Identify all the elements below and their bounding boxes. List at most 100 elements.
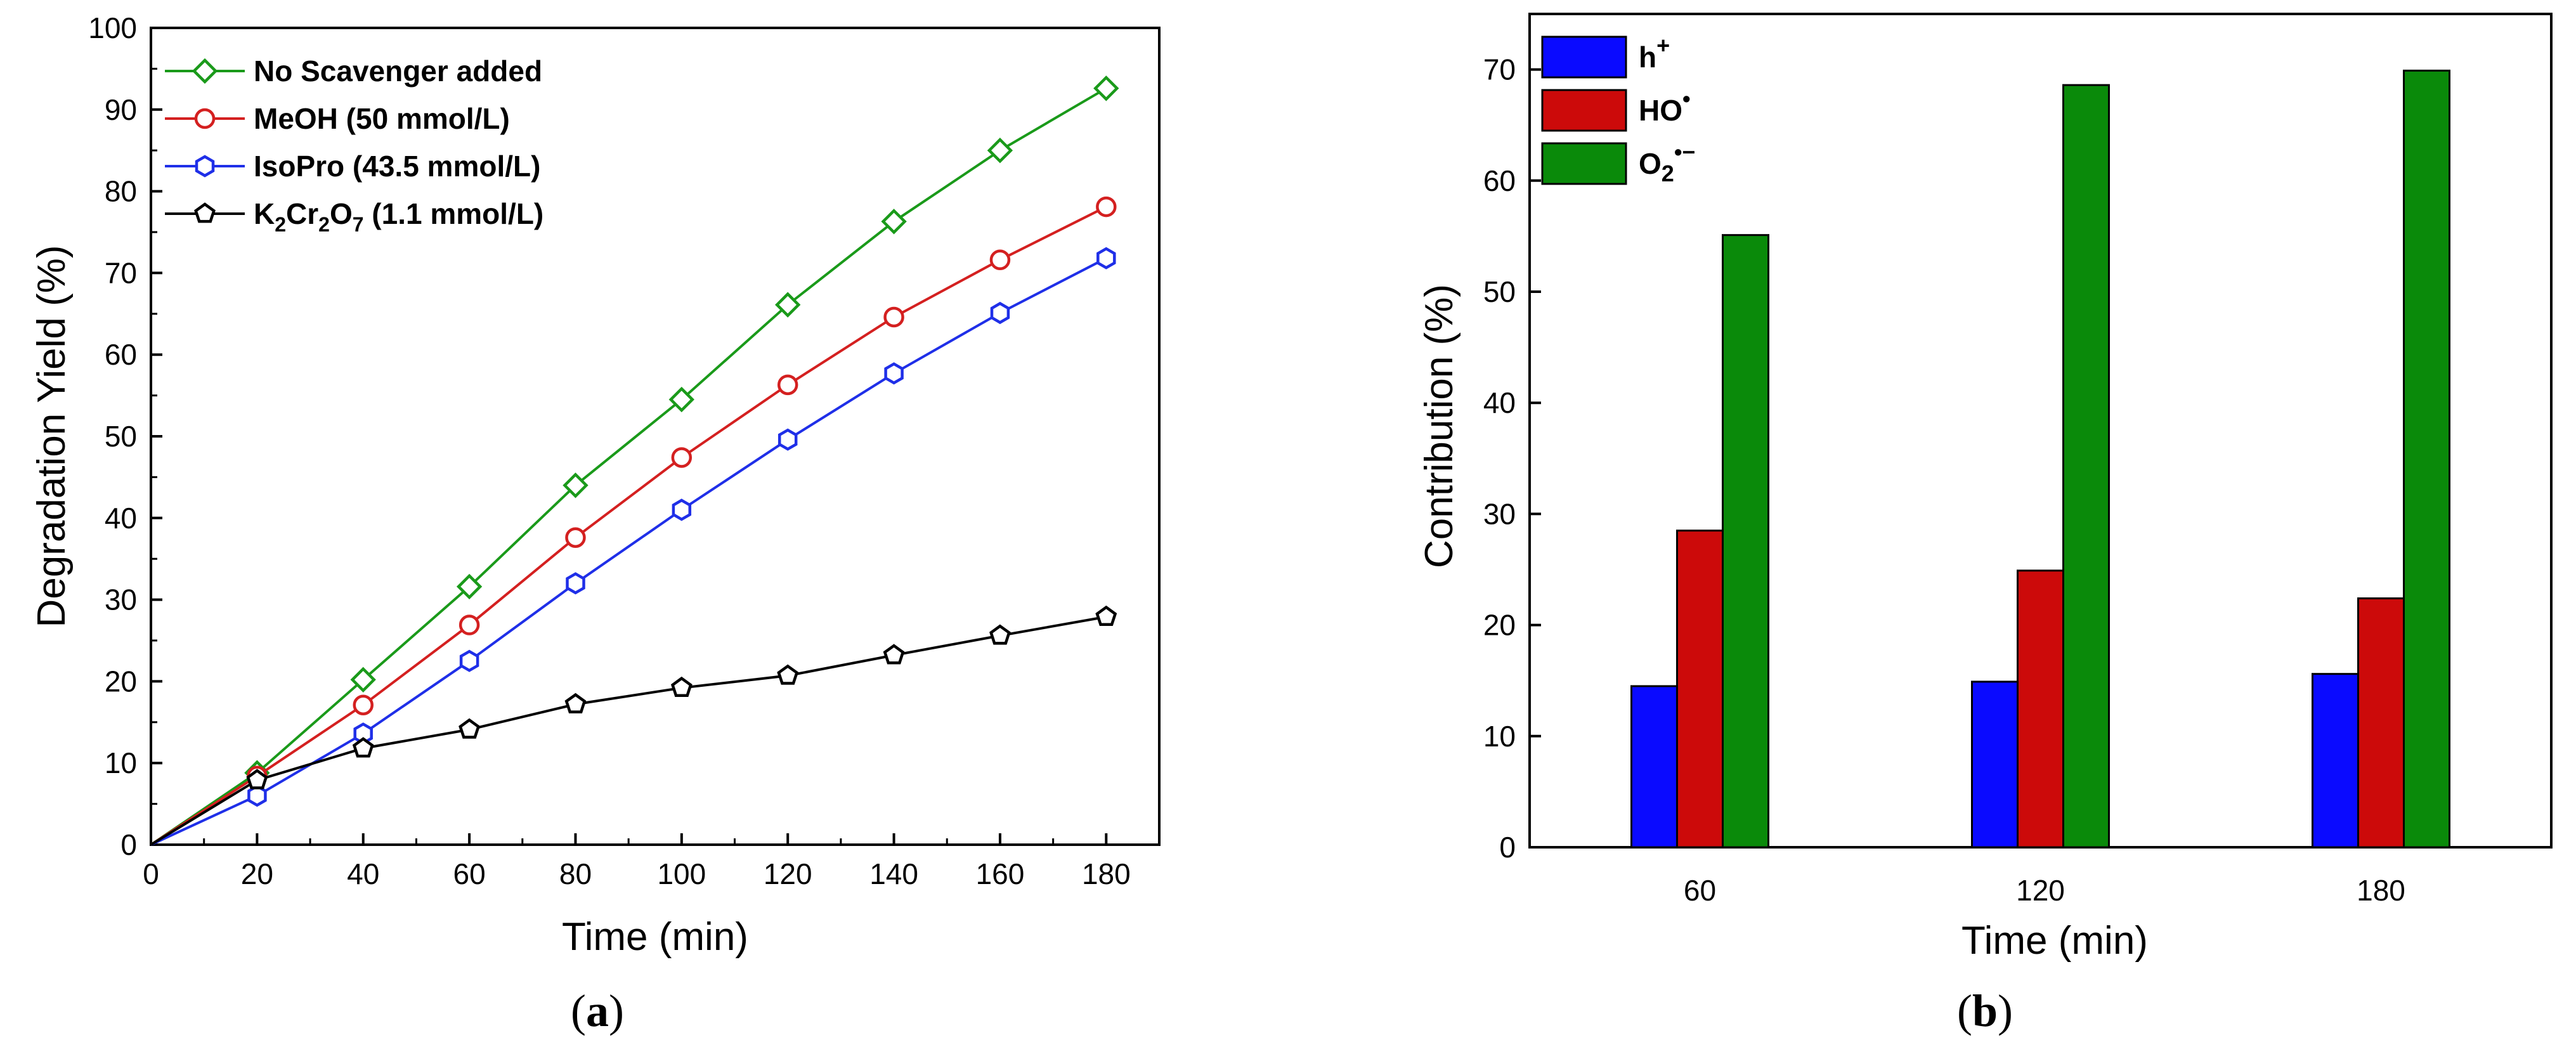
series-line [150,257,1107,846]
bar-group [1971,84,2110,849]
legend-label: MeOH (50 mmol/L) [254,102,510,135]
x-tick-label: 100 [657,857,706,890]
x-tick-label: 160 [976,857,1025,890]
series-3 [150,605,1117,846]
legend-entry: No Scavenger added [165,55,542,88]
series-line [150,87,1107,846]
data-point [1096,196,1117,218]
data-point [777,428,798,451]
panel-a-line-chart: 0 20 40 60 80 100 120 140 160 180 0 10 20 30 40 50 60 70 8… [30,11,1161,1036]
y-tick-label: 100 [88,11,137,44]
y-tick-label: 80 [105,175,137,208]
series-0 [150,75,1119,846]
data-point [459,718,481,739]
data-point [670,676,693,698]
legend-entry: MeOH (50 mmol/L) [165,102,510,135]
legend-entry: O2•− [1541,139,1696,186]
legend-swatch [1541,89,1627,132]
data-point [668,386,694,413]
legend-label: IsoPro (43.5 mmol/L) [254,150,540,183]
data-point [883,306,904,328]
data-point [566,572,585,595]
legend-marker [194,202,216,223]
panel-b-bar-chart: 0 10 20 30 40 50 60 70 60 120 180 h+ HO• O2•− Time (… [1417,13,2553,1036]
bar [2357,597,2405,849]
legend-subscript: 2 [1662,160,1674,186]
data-point [563,472,589,498]
y-tick-label: 20 [105,665,137,698]
panel-a-legend: No Scavenger added MeOH (50 mmol/L) IsoPro… [165,55,543,236]
series-line [150,205,1107,846]
legend-label: No Scavenger added [254,55,542,88]
legend-text: No Scavenger added [254,55,542,88]
data-point [456,573,483,600]
x-tick-label: 180 [1082,857,1131,890]
bar [2062,84,2110,849]
legend-text: K [254,197,275,230]
legend-entry: h+ [1541,32,1670,79]
legend-entry: IsoPro (43.5 mmol/L) [165,150,540,183]
bar [1676,530,1724,849]
series-1 [150,196,1117,846]
data-point [352,737,374,758]
panel-b-legend: h+ HO• O2•− [1541,32,1696,186]
legend-swatch [1541,36,1627,79]
bar [2403,69,2450,849]
x-tick-label: 120 [2016,874,2065,907]
y-tick-label: 60 [1483,164,1516,197]
legend-swatch [1541,142,1627,185]
x-tick-label: 20 [241,857,273,890]
data-point [672,498,692,521]
x-tick-label: 60 [453,857,486,890]
legend-subscript: 2 [275,213,286,236]
data-point [989,624,1011,645]
bar-group [1630,234,1769,849]
bar-group [2312,69,2450,849]
legend-text: Cr [286,197,318,230]
x-tick-label: 60 [1684,874,1716,907]
legend-text: O [330,197,353,230]
data-point [350,667,376,693]
y-tick-label: 70 [105,256,137,289]
panel-a-series [150,75,1119,846]
x-tick-label: 120 [764,857,812,890]
data-point [564,693,587,713]
legend-entry: K2Cr2O7 (1.1 mmol/L) [165,197,543,236]
data-point [1096,247,1116,270]
panel-b-axis-ticks: 0 10 20 30 40 50 60 70 60 120 180 [1483,53,2405,907]
panel-b-x-axis-title: Time (min) [1961,919,2148,963]
data-point [1095,605,1117,627]
data-point [247,784,267,807]
data-point [353,694,374,716]
panel-a-x-axis-title: Time (min) [562,915,748,959]
series-line [150,615,1107,846]
legend-label: HO• [1639,86,1691,127]
y-tick-label: 60 [105,338,137,371]
bar [1630,685,1678,849]
data-point [775,292,801,318]
legend-superscript: •− [1674,139,1696,165]
legend-label: K2Cr2O7 (1.1 mmol/L) [254,197,543,236]
series-2 [150,247,1116,846]
data-point [989,249,1011,271]
data-point [884,362,904,385]
y-tick-label: 40 [1483,386,1516,419]
legend-text: IsoPro (43.5 mmol/L) [254,150,540,183]
x-tick-label: 140 [869,857,918,890]
y-tick-label: 30 [1483,497,1516,530]
data-point [1093,75,1119,101]
legend-subscript: 7 [353,213,364,236]
data-point [565,527,586,548]
legend-subscript: 2 [318,213,330,236]
data-point [459,615,480,635]
bar [1971,680,2019,849]
bar [2017,569,2064,849]
panel-a-label: (a) [571,985,624,1036]
y-tick-label: 10 [1483,720,1516,753]
y-tick-label: 50 [105,420,137,453]
legend-text: O [1639,147,1662,180]
x-tick-label: 0 [143,857,159,890]
y-tick-label: 0 [120,828,137,861]
data-point [459,649,479,672]
panel-a-axis-ticks: 0 20 40 60 80 100 120 140 160 180 0 10 20 30 40 50 60 70 8… [88,11,1130,890]
